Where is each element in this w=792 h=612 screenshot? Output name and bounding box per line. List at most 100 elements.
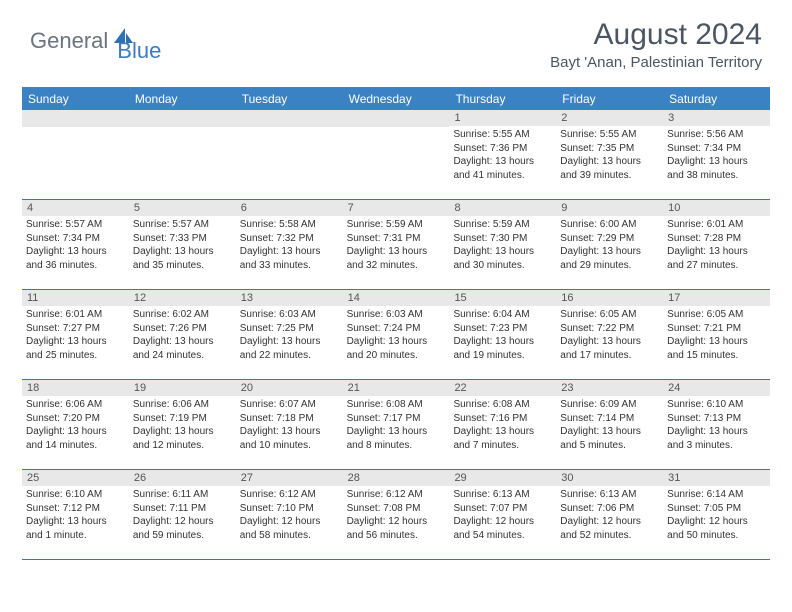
sunset-text: Sunset: 7:33 PM [133, 232, 232, 246]
daylight-text: Daylight: 13 hours and 24 minutes. [133, 335, 232, 362]
calendar-day: 1Sunrise: 5:55 AMSunset: 7:36 PMDaylight… [449, 110, 556, 200]
calendar-week: 18Sunrise: 6:06 AMSunset: 7:20 PMDayligh… [22, 380, 770, 470]
daylight-text: Daylight: 13 hours and 35 minutes. [133, 245, 232, 272]
sunset-text: Sunset: 7:18 PM [240, 412, 339, 426]
day-content: Sunrise: 5:55 AMSunset: 7:36 PMDaylight:… [449, 126, 556, 186]
sunset-text: Sunset: 7:21 PM [667, 322, 766, 336]
day-content: Sunrise: 6:01 AMSunset: 7:27 PMDaylight:… [22, 306, 129, 366]
daylight-text: Daylight: 12 hours and 52 minutes. [560, 515, 659, 542]
day-number [236, 110, 343, 127]
day-content: Sunrise: 6:05 AMSunset: 7:21 PMDaylight:… [663, 306, 770, 366]
calendar-day: 2Sunrise: 5:55 AMSunset: 7:35 PMDaylight… [556, 110, 663, 200]
daylight-text: Daylight: 13 hours and 3 minutes. [667, 425, 766, 452]
calendar-day [22, 110, 129, 200]
weekday-header: Wednesday [343, 88, 450, 110]
calendar-day: 30Sunrise: 6:13 AMSunset: 7:06 PMDayligh… [556, 470, 663, 560]
calendar-day: 12Sunrise: 6:02 AMSunset: 7:26 PMDayligh… [129, 290, 236, 380]
day-content: Sunrise: 5:57 AMSunset: 7:34 PMDaylight:… [22, 216, 129, 276]
daylight-text: Daylight: 13 hours and 38 minutes. [667, 155, 766, 182]
sunset-text: Sunset: 7:29 PM [560, 232, 659, 246]
sunset-text: Sunset: 7:07 PM [453, 502, 552, 516]
day-content: Sunrise: 6:13 AMSunset: 7:06 PMDaylight:… [556, 486, 663, 546]
sunset-text: Sunset: 7:34 PM [26, 232, 125, 246]
day-number: 16 [556, 290, 663, 306]
day-number: 22 [449, 380, 556, 396]
day-content: Sunrise: 6:12 AMSunset: 7:08 PMDaylight:… [343, 486, 450, 546]
daylight-text: Daylight: 13 hours and 14 minutes. [26, 425, 125, 452]
day-number: 19 [129, 380, 236, 396]
day-content: Sunrise: 6:10 AMSunset: 7:13 PMDaylight:… [663, 396, 770, 456]
page-header: General Blue August 2024 Bayt 'Anan, Pal… [0, 0, 792, 81]
weekday-header: Tuesday [236, 88, 343, 110]
day-content: Sunrise: 6:08 AMSunset: 7:16 PMDaylight:… [449, 396, 556, 456]
calendar-day: 24Sunrise: 6:10 AMSunset: 7:13 PMDayligh… [663, 380, 770, 470]
sunset-text: Sunset: 7:14 PM [560, 412, 659, 426]
calendar-day: 19Sunrise: 6:06 AMSunset: 7:19 PMDayligh… [129, 380, 236, 470]
sunrise-text: Sunrise: 6:01 AM [667, 218, 766, 232]
day-number: 26 [129, 470, 236, 486]
calendar-weeks: 1Sunrise: 5:55 AMSunset: 7:36 PMDaylight… [22, 110, 770, 560]
day-number: 4 [22, 200, 129, 216]
day-content: Sunrise: 6:09 AMSunset: 7:14 PMDaylight:… [556, 396, 663, 456]
daylight-text: Daylight: 13 hours and 32 minutes. [347, 245, 446, 272]
day-content: Sunrise: 5:57 AMSunset: 7:33 PMDaylight:… [129, 216, 236, 276]
calendar-week: 25Sunrise: 6:10 AMSunset: 7:12 PMDayligh… [22, 470, 770, 560]
daylight-text: Daylight: 13 hours and 15 minutes. [667, 335, 766, 362]
weekday-header: Saturday [663, 88, 770, 110]
sunset-text: Sunset: 7:22 PM [560, 322, 659, 336]
day-content: Sunrise: 6:10 AMSunset: 7:12 PMDaylight:… [22, 486, 129, 546]
daylight-text: Daylight: 12 hours and 50 minutes. [667, 515, 766, 542]
day-number [129, 110, 236, 127]
day-content: Sunrise: 6:06 AMSunset: 7:20 PMDaylight:… [22, 396, 129, 456]
day-content: Sunrise: 6:00 AMSunset: 7:29 PMDaylight:… [556, 216, 663, 276]
sunrise-text: Sunrise: 6:13 AM [560, 488, 659, 502]
daylight-text: Daylight: 13 hours and 36 minutes. [26, 245, 125, 272]
daylight-text: Daylight: 13 hours and 7 minutes. [453, 425, 552, 452]
calendar-day: 18Sunrise: 6:06 AMSunset: 7:20 PMDayligh… [22, 380, 129, 470]
sunrise-text: Sunrise: 6:01 AM [26, 308, 125, 322]
sunrise-text: Sunrise: 6:13 AM [453, 488, 552, 502]
sunrise-text: Sunrise: 6:06 AM [26, 398, 125, 412]
daylight-text: Daylight: 13 hours and 30 minutes. [453, 245, 552, 272]
sunrise-text: Sunrise: 6:05 AM [560, 308, 659, 322]
calendar-day: 5Sunrise: 5:57 AMSunset: 7:33 PMDaylight… [129, 200, 236, 290]
day-content: Sunrise: 5:56 AMSunset: 7:34 PMDaylight:… [663, 126, 770, 186]
sunrise-text: Sunrise: 6:07 AM [240, 398, 339, 412]
sunrise-text: Sunrise: 6:03 AM [347, 308, 446, 322]
sunset-text: Sunset: 7:25 PM [240, 322, 339, 336]
day-number: 1 [449, 110, 556, 126]
day-number: 6 [236, 200, 343, 216]
calendar-day: 27Sunrise: 6:12 AMSunset: 7:10 PMDayligh… [236, 470, 343, 560]
sunset-text: Sunset: 7:16 PM [453, 412, 552, 426]
sunset-text: Sunset: 7:05 PM [667, 502, 766, 516]
day-number: 18 [22, 380, 129, 396]
calendar-day [129, 110, 236, 200]
calendar-day: 21Sunrise: 6:08 AMSunset: 7:17 PMDayligh… [343, 380, 450, 470]
day-content: Sunrise: 6:02 AMSunset: 7:26 PMDaylight:… [129, 306, 236, 366]
sunset-text: Sunset: 7:23 PM [453, 322, 552, 336]
day-number: 11 [22, 290, 129, 306]
daylight-text: Daylight: 13 hours and 25 minutes. [26, 335, 125, 362]
day-number: 21 [343, 380, 450, 396]
sunset-text: Sunset: 7:24 PM [347, 322, 446, 336]
calendar-day: 31Sunrise: 6:14 AMSunset: 7:05 PMDayligh… [663, 470, 770, 560]
calendar-day: 7Sunrise: 5:59 AMSunset: 7:31 PMDaylight… [343, 200, 450, 290]
weekday-header-row: Sunday Monday Tuesday Wednesday Thursday… [22, 88, 770, 110]
day-number: 31 [663, 470, 770, 486]
calendar-week: 11Sunrise: 6:01 AMSunset: 7:27 PMDayligh… [22, 290, 770, 380]
sunset-text: Sunset: 7:19 PM [133, 412, 232, 426]
calendar-day: 22Sunrise: 6:08 AMSunset: 7:16 PMDayligh… [449, 380, 556, 470]
day-content: Sunrise: 5:59 AMSunset: 7:30 PMDaylight:… [449, 216, 556, 276]
sunrise-text: Sunrise: 6:08 AM [453, 398, 552, 412]
sunset-text: Sunset: 7:32 PM [240, 232, 339, 246]
day-number: 8 [449, 200, 556, 216]
sunrise-text: Sunrise: 6:08 AM [347, 398, 446, 412]
calendar-week: 1Sunrise: 5:55 AMSunset: 7:36 PMDaylight… [22, 110, 770, 200]
calendar-day: 3Sunrise: 5:56 AMSunset: 7:34 PMDaylight… [663, 110, 770, 200]
sunrise-text: Sunrise: 5:57 AM [26, 218, 125, 232]
daylight-text: Daylight: 12 hours and 54 minutes. [453, 515, 552, 542]
day-content: Sunrise: 6:13 AMSunset: 7:07 PMDaylight:… [449, 486, 556, 546]
day-content: Sunrise: 5:59 AMSunset: 7:31 PMDaylight:… [343, 216, 450, 276]
calendar: Sunday Monday Tuesday Wednesday Thursday… [22, 87, 770, 560]
sunset-text: Sunset: 7:36 PM [453, 142, 552, 156]
